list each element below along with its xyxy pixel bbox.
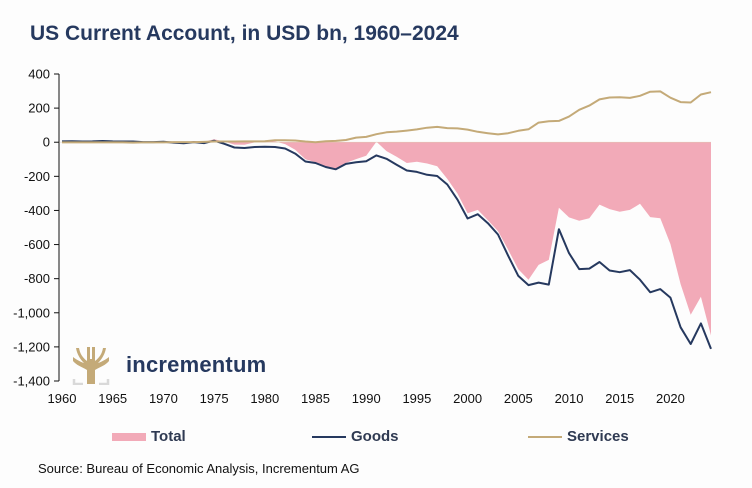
x-tick-label: 2010 xyxy=(555,391,584,406)
y-tick-label: -1,400 xyxy=(13,374,50,389)
y-tick-label: 400 xyxy=(28,67,50,82)
x-tick-label: 2000 xyxy=(453,391,482,406)
legend-swatch-services xyxy=(528,435,562,438)
y-tick-label: -1,200 xyxy=(13,339,50,354)
axes-layer: 4002000-200-400-600-800-1,000-1,200-1,40… xyxy=(13,67,711,406)
y-tick-label: -1,000 xyxy=(13,305,50,320)
legend-label-services: Services xyxy=(567,428,629,445)
legend-swatch-total xyxy=(112,432,146,441)
chart-legend: Total Goods Services xyxy=(0,428,752,448)
x-tick-label: 1965 xyxy=(98,391,127,406)
chart-title: US Current Account, in USD bn, 1960–2024 xyxy=(30,22,459,45)
logo-text: incrementum xyxy=(126,352,267,377)
y-tick-label: -600 xyxy=(24,237,50,252)
series-line-services xyxy=(62,90,712,144)
x-tick-label: 1970 xyxy=(149,391,178,406)
legend-item-services: Services xyxy=(528,428,629,445)
x-tick-label: 1975 xyxy=(200,391,229,406)
line-layer xyxy=(61,90,712,350)
x-tick-label: 2015 xyxy=(605,391,634,406)
legend-swatch-goods xyxy=(312,435,346,438)
x-tick-label: 1980 xyxy=(250,391,279,406)
y-tick-label: -400 xyxy=(24,203,50,218)
legend-item-total: Total xyxy=(112,428,186,445)
series-area-total xyxy=(62,139,711,336)
y-tick-label: -200 xyxy=(24,169,50,184)
legend-label-total: Total xyxy=(151,428,186,445)
incrementum-logo: incrementum xyxy=(70,345,266,385)
x-tick-label: 1960 xyxy=(48,391,77,406)
chart-plot: 4002000-200-400-600-800-1,000-1,200-1,40… xyxy=(13,67,712,406)
x-tick-label: 1985 xyxy=(301,391,330,406)
legend-label-goods: Goods xyxy=(351,428,399,445)
y-tick-label: -800 xyxy=(24,271,50,286)
tree-icon xyxy=(72,347,110,385)
x-tick-label: 2020 xyxy=(656,391,685,406)
area-layer xyxy=(62,139,711,336)
y-tick-label: 200 xyxy=(28,101,50,116)
y-tick-label: 0 xyxy=(43,135,50,150)
source-note: Source: Bureau of Economic Analysis, Inc… xyxy=(38,461,360,476)
x-tick-label: 2005 xyxy=(504,391,533,406)
x-tick-label: 1995 xyxy=(402,391,431,406)
x-tick-label: 1990 xyxy=(352,391,381,406)
legend-item-goods: Goods xyxy=(312,428,399,445)
